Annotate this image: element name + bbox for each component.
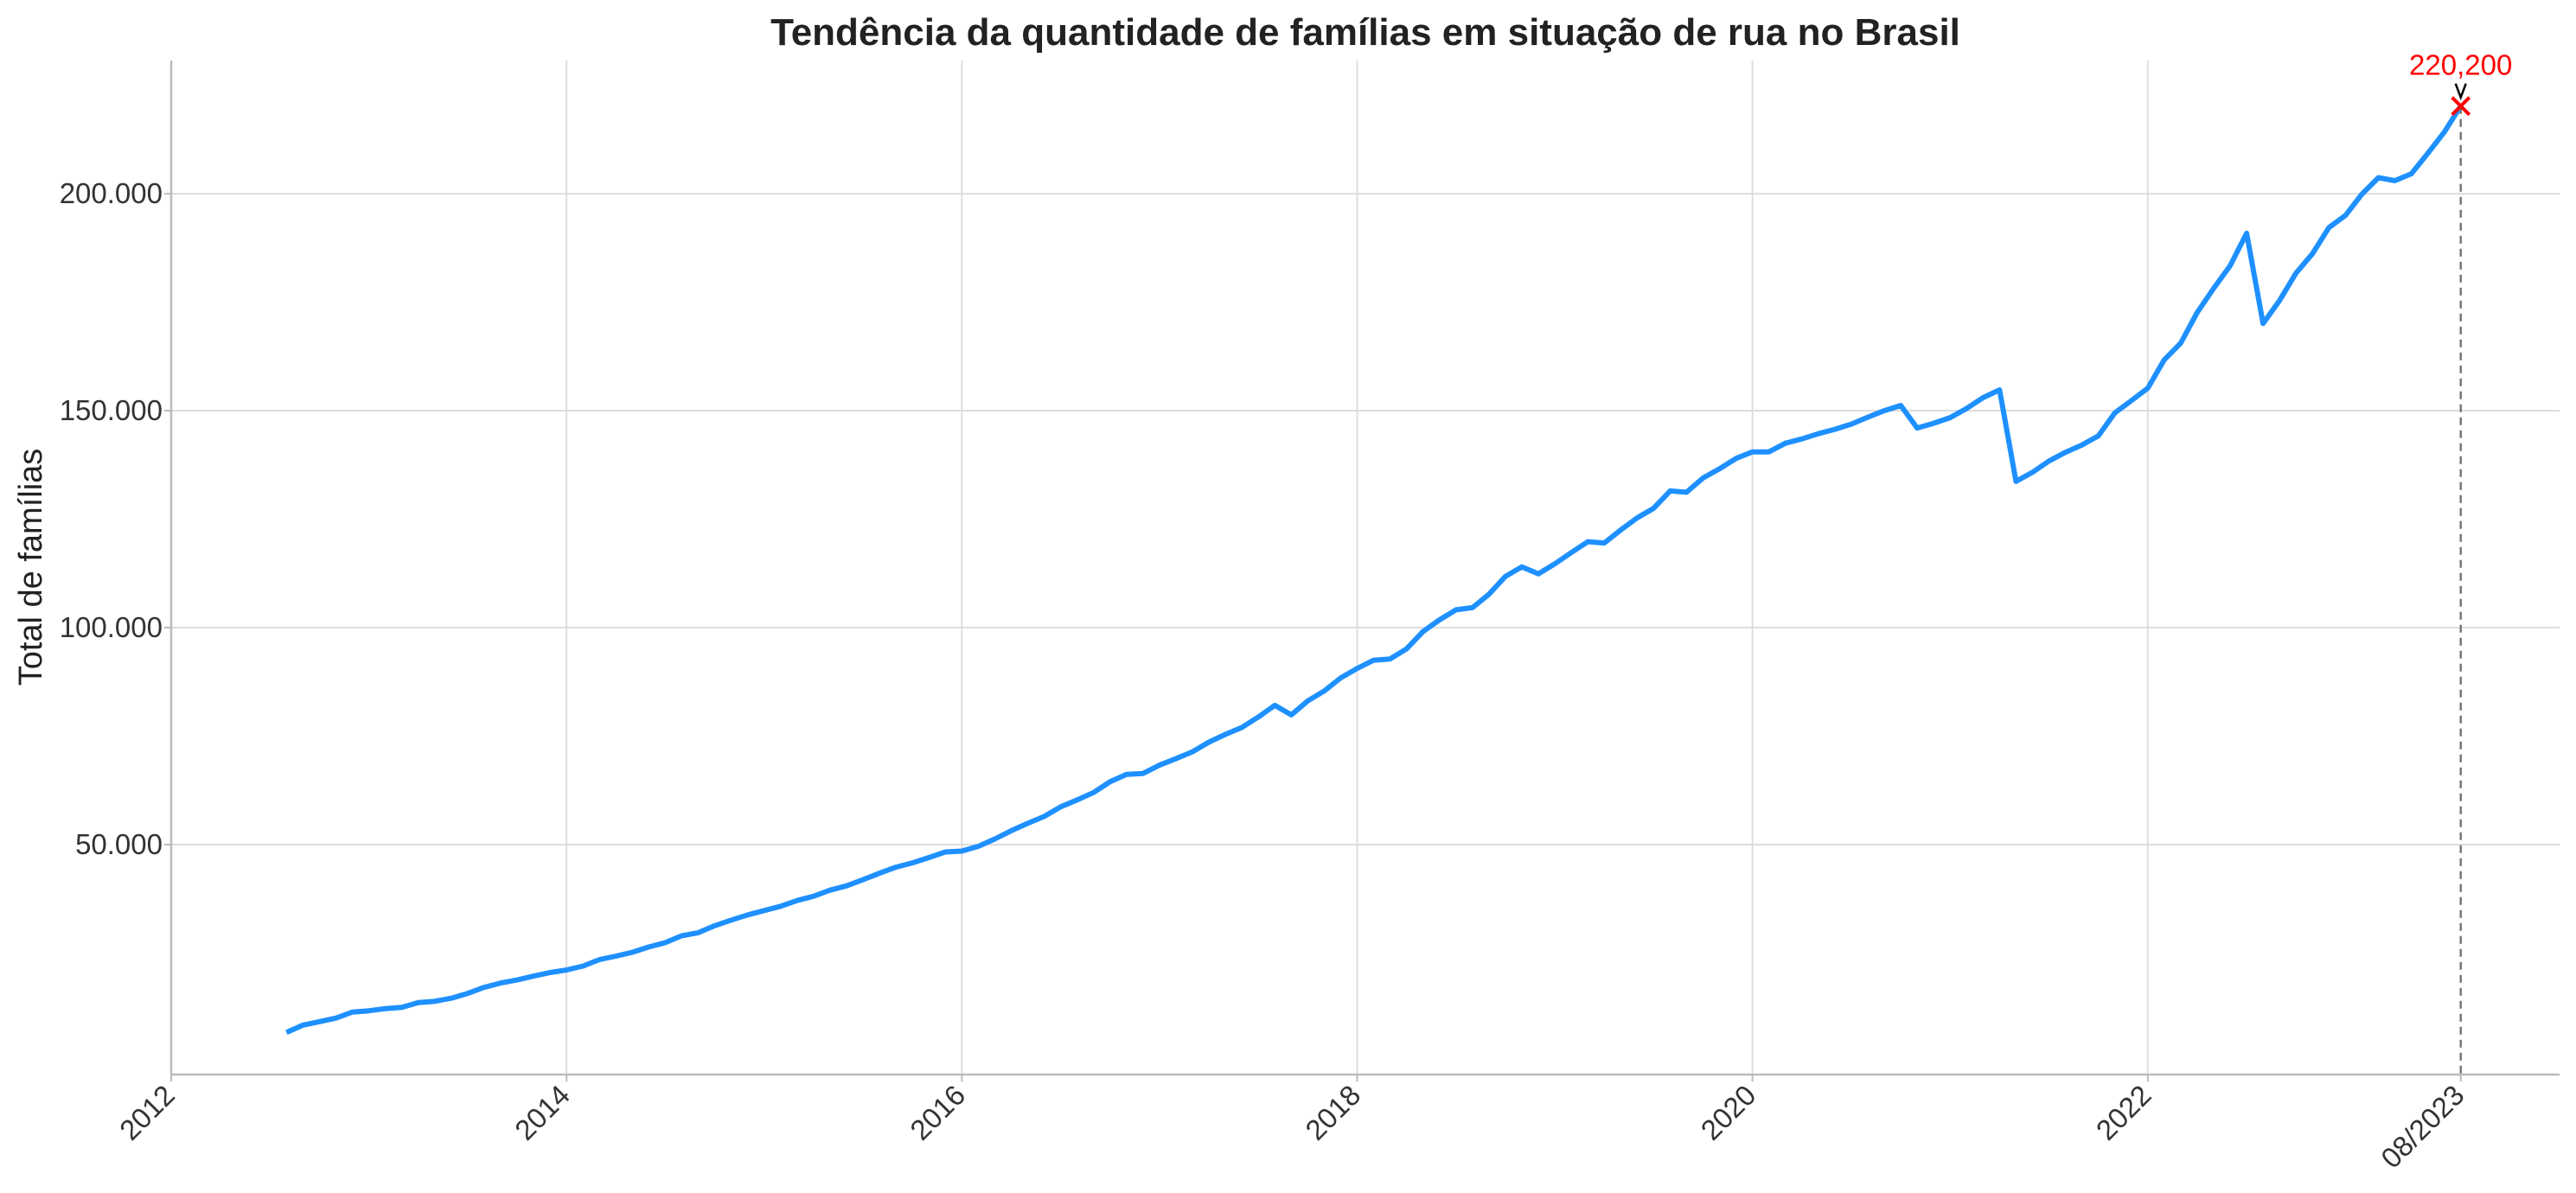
x-tick-label: 2016: [904, 1079, 971, 1146]
y-tick-label: 150.000: [60, 394, 163, 426]
arrow-icon: [2454, 83, 2467, 101]
y-tick-label: 100.000: [60, 611, 163, 643]
axes: [164, 61, 2560, 1081]
data-line: [285, 105, 2464, 1036]
y-axis-label: Total de famílias: [13, 449, 49, 686]
tick-labels: 50.000 100.000 150.000 200.000 2012 2014 2016 2…: [60, 177, 2471, 1174]
chart-title: Tendência da quantidade de famílias em s…: [770, 11, 1960, 54]
x-tick-label: 2014: [508, 1079, 576, 1146]
grid: [171, 61, 2560, 1075]
x-tick-label: 2022: [2090, 1079, 2157, 1146]
y-tick-label: 200.000: [60, 177, 163, 209]
x-tick-label: 2012: [113, 1079, 181, 1146]
x-tick-label: 2020: [1695, 1079, 1762, 1146]
y-tick-label: 50.000: [75, 828, 163, 860]
x-tick-label: 08/2023: [2375, 1079, 2471, 1175]
series: [285, 105, 2464, 1036]
annotation-label: 220,200: [2409, 49, 2512, 81]
x-tick-label: 2018: [1299, 1079, 1366, 1146]
annotation: 220,200: [2409, 49, 2512, 1075]
x-marker-icon: [2451, 96, 2471, 117]
